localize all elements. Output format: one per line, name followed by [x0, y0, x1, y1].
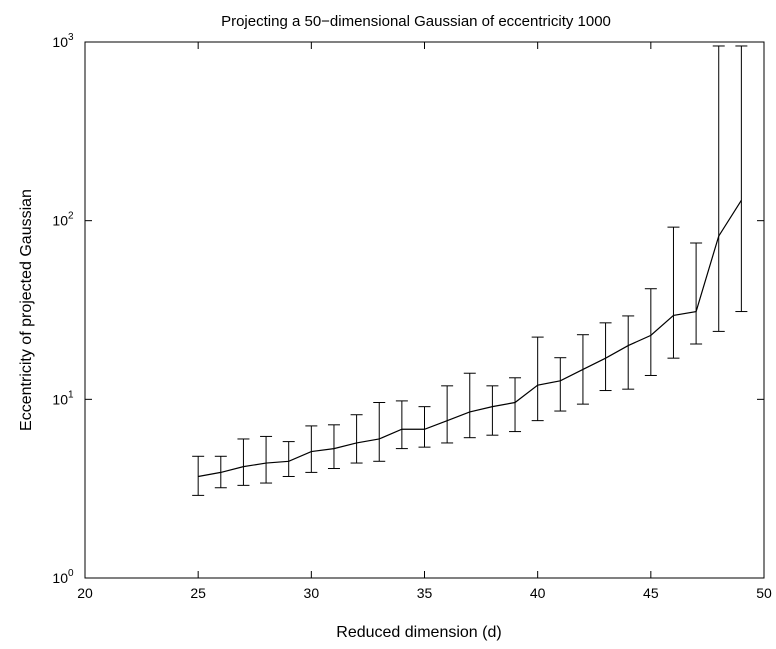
x-tick-label: 30: [304, 585, 320, 601]
x-tick-label: 45: [643, 585, 659, 601]
y-tick-label: 100: [52, 568, 74, 586]
y-axis-label: Eccentricity of projected Gaussian: [18, 189, 35, 431]
y-tick-label: 101: [52, 389, 74, 407]
chart-title: Projecting a 50−dimensional Gaussian of …: [221, 13, 611, 30]
series-line: [198, 199, 742, 478]
y-tick-label: 103: [52, 32, 74, 50]
x-tick-label: 20: [77, 585, 93, 601]
error-bars: [192, 45, 748, 496]
x-axis-label: Reduced dimension (d): [336, 624, 501, 641]
x-tick-label: 50: [756, 585, 772, 601]
y-axis: 100 101 102 103: [52, 32, 764, 586]
x-axis: 20 25 30 35 40 45 50: [77, 42, 772, 601]
y-tick-label: 102: [52, 211, 74, 229]
x-tick-label: 35: [417, 585, 433, 601]
x-tick-label: 25: [190, 585, 206, 601]
x-tick-label: 40: [530, 585, 546, 601]
plot-area: [84, 41, 765, 579]
